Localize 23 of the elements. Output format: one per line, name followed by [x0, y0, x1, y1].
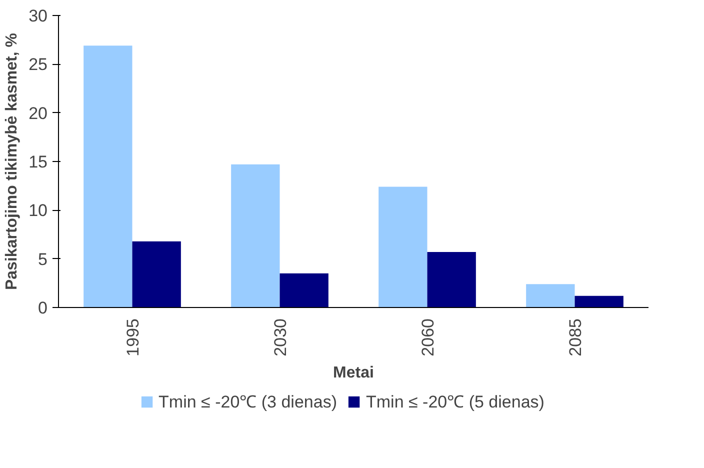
y-tick-label: 25 — [28, 55, 48, 74]
x-tick-label: 2085 — [566, 318, 585, 356]
bar — [378, 186, 428, 308]
y-tick-label: 20 — [28, 104, 48, 123]
y-tick-label: 10 — [28, 201, 48, 220]
legend-label: Tmin ≤ -20℃ (3 dienas) — [158, 392, 337, 412]
bar — [84, 46, 132, 308]
y-tick-label: 0 — [38, 298, 48, 318]
y-tick-label: 30 — [28, 6, 48, 26]
bar — [231, 164, 280, 308]
bar — [427, 252, 476, 308]
x-tick-label: 1995 — [123, 318, 142, 356]
x-tick-label: 2060 — [418, 318, 438, 356]
bar — [526, 284, 575, 308]
bar — [132, 241, 181, 308]
y-axis-title: Pasikartojimo tikimybė kasmet, % — [4, 33, 21, 290]
y-tick-label: 15 — [28, 152, 48, 172]
y-tick-label: 5 — [38, 250, 48, 269]
x-axis-title: Metai — [333, 364, 374, 382]
bar — [574, 296, 624, 308]
bar — [280, 273, 328, 308]
x-tick-label: 2030 — [270, 318, 290, 356]
legend-label: Tmin ≤ -20℃ (5 dienas) — [366, 392, 544, 412]
